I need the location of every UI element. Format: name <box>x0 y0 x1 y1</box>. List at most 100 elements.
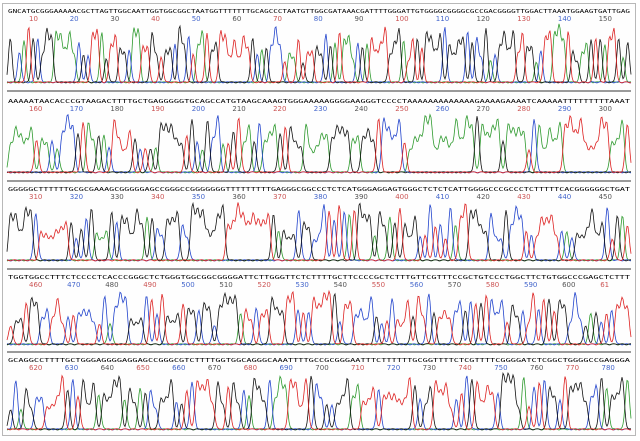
position-tick-label: 170 <box>70 105 83 113</box>
position-tick-label: 590 <box>524 281 537 289</box>
trace-g <box>6 116 631 174</box>
position-tick-label: 130 <box>517 15 530 23</box>
base-call-sequence-5: GCAGGCCTTTTGCTGGGAGGGGAGGAGCCGGGCGTCTTTT… <box>8 358 631 364</box>
position-tick-label: 300 <box>599 105 612 113</box>
position-tick-label: 140 <box>558 15 571 23</box>
trace-panel-1: GNCATGCGGGAAAAACGCTTAGTTGGCAATTGGTGGCGGC… <box>6 6 632 86</box>
base-call-sequence-4: TGGTGGCCTTTCTCCCCTCACCCGGGCTCTGGGTGGCGGC… <box>8 275 630 281</box>
position-ticks-1: 10 20 30 40 50 60 70 80 90 100 110 120 130 140 150 <box>29 15 612 23</box>
position-tick-label: 50 <box>192 15 201 23</box>
position-ticks-3: 310 320 330 340 350 360 370 380 390 400 410 420 430 4… <box>29 193 612 201</box>
position-tick-label: 180 <box>110 105 123 113</box>
position-tick-label: 61 <box>600 281 609 289</box>
position-tick-label: 120 <box>477 15 490 23</box>
chromatogram-viewer: GNCATGCGGGAAAAACGCTTAGTTGGCAATTGGTGGCGGC… <box>2 3 636 436</box>
position-tick-label: 520 <box>258 281 271 289</box>
position-ticks-2: 160 170 180 190 200 210 220 230 240 250 260 270 280 2… <box>29 105 612 113</box>
position-tick-label: 240 <box>355 105 368 113</box>
position-tick-label: 210 <box>232 105 245 113</box>
position-tick-label: 440 <box>558 193 571 201</box>
trace-t <box>6 26 632 84</box>
trace-panel-3-canvas: GGGGGCTTTTTTGCGCGAAAGCGGGGGAGCCGGGCCGGGG… <box>6 187 632 262</box>
position-tick-label: 480 <box>105 281 118 289</box>
trace-panel-1-canvas: GNCATGCGGGAAAAACGCTTAGTTGGCAATTGGTGGCGGC… <box>6 9 632 84</box>
position-tick-label: 290 <box>558 105 571 113</box>
position-tick-label: 630 <box>65 364 78 372</box>
position-tick-label: 370 <box>273 193 286 201</box>
position-tick-label: 680 <box>244 364 257 372</box>
base-call-sequence-1: GNCATGCGGGAAAAACGCTTAGTTGGCAATTGGTGGCGGC… <box>8 9 630 15</box>
position-tick-label: 60 <box>232 15 241 23</box>
position-ticks-4: 460 470 480 490 500 510 520 530 540 550 560 570 580 5… <box>29 281 609 289</box>
position-tick-label: 430 <box>517 193 530 201</box>
trace-a <box>6 113 632 174</box>
trace-panel-5: GCAGGCCTTTTGCTGGGAGGGGAGGAGCCGGGCGTCTTTT… <box>6 355 632 433</box>
trace-g <box>6 201 631 262</box>
position-tick-label: 750 <box>494 364 507 372</box>
trace-c <box>6 204 632 262</box>
position-tick-label: 770 <box>566 364 579 372</box>
position-tick-label: 690 <box>280 364 293 372</box>
position-tick-label: 160 <box>29 105 42 113</box>
position-tick-label: 470 <box>67 281 80 289</box>
trace-panel-2-canvas: AAAAATAACACCCGTAAGACTTTTGCTGAGGGGGTGCAGC… <box>6 99 632 174</box>
position-tick-label: 660 <box>172 364 185 372</box>
position-tick-label: 250 <box>395 105 408 113</box>
panel-divider-1 <box>7 90 631 92</box>
position-tick-label: 280 <box>517 105 530 113</box>
position-tick-label: 700 <box>315 364 328 372</box>
position-tick-label: 600 <box>562 281 575 289</box>
position-tick-label: 190 <box>151 105 164 113</box>
position-tick-label: 150 <box>599 15 612 23</box>
position-tick-label: 530 <box>296 281 309 289</box>
position-tick-label: 730 <box>423 364 436 372</box>
trace-t <box>6 202 632 262</box>
position-tick-label: 380 <box>314 193 327 201</box>
trace-t <box>6 289 632 346</box>
position-tick-label: 40 <box>151 15 160 23</box>
position-tick-label: 460 <box>29 281 42 289</box>
position-tick-label: 260 <box>436 105 449 113</box>
trace-g <box>6 24 632 84</box>
position-tick-label: 620 <box>29 364 42 372</box>
position-tick-label: 410 <box>436 193 449 201</box>
base-call-sequence-3: GGGGGCTTTTTTGCGCGAAAGCGGGGGAGCCGGGCCGGGG… <box>8 187 630 193</box>
position-tick-label: 650 <box>136 364 149 372</box>
position-tick-label: 570 <box>448 281 461 289</box>
position-tick-label: 640 <box>101 364 114 372</box>
position-tick-label: 100 <box>395 15 408 23</box>
position-tick-label: 510 <box>219 281 232 289</box>
trace-curves-1 <box>6 23 632 84</box>
trace-t <box>6 114 632 174</box>
position-tick-label: 780 <box>602 364 615 372</box>
position-tick-label: 220 <box>273 105 286 113</box>
position-tick-label: 110 <box>436 15 449 23</box>
position-tick-label: 10 <box>29 15 38 23</box>
position-tick-label: 420 <box>477 193 490 201</box>
position-tick-label: 500 <box>181 281 194 289</box>
trace-curves-5 <box>6 371 632 431</box>
position-tick-label: 450 <box>599 193 612 201</box>
position-tick-label: 670 <box>208 364 221 372</box>
position-tick-label: 360 <box>232 193 245 201</box>
panel-divider-3 <box>7 268 631 270</box>
position-tick-label: 340 <box>151 193 164 201</box>
trace-panel-4-canvas: TGGTGGCCTTTCTCCCCTCACCCGGGCTCTGGGTGGCGGC… <box>6 275 632 346</box>
position-tick-label: 310 <box>29 193 42 201</box>
trace-a <box>6 213 632 262</box>
position-tick-label: 80 <box>314 15 323 23</box>
trace-panel-5-canvas: GCAGGCCTTTTGCTGGGAGGGGAGGAGCCGGGCGTCTTTT… <box>6 358 632 431</box>
position-tick-label: 490 <box>143 281 156 289</box>
position-tick-label: 720 <box>387 364 400 372</box>
position-tick-label: 200 <box>192 105 205 113</box>
position-tick-label: 580 <box>486 281 499 289</box>
position-tick-label: 400 <box>395 193 408 201</box>
position-tick-label: 390 <box>355 193 368 201</box>
position-tick-label: 540 <box>334 281 347 289</box>
position-tick-label: 550 <box>372 281 385 289</box>
position-tick-label: 760 <box>530 364 543 372</box>
trace-panel-3: GGGGGCTTTTTTGCGCGAAAGCGGGGGAGCCGGGCCGGGG… <box>6 184 632 264</box>
position-tick-label: 270 <box>477 105 490 113</box>
trace-panel-2: AAAAATAACACCCGTAAGACTTTTGCTGAGGGGGTGCAGC… <box>6 96 632 176</box>
position-tick-label: 560 <box>410 281 423 289</box>
